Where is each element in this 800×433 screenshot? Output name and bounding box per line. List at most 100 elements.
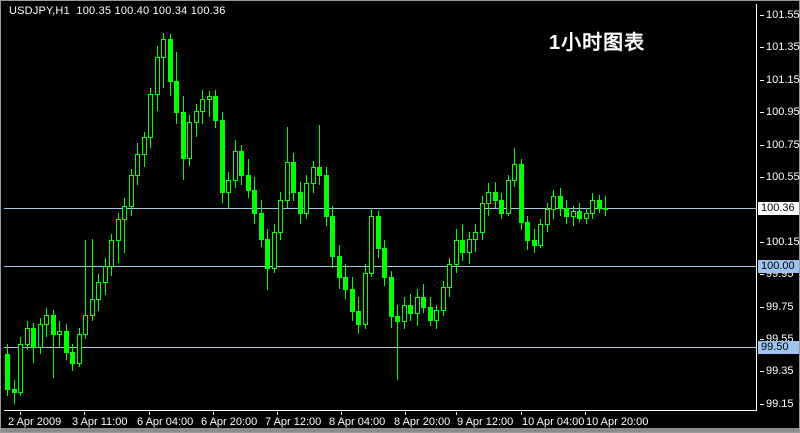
candle-body-bull (480, 203, 485, 233)
candle-body-bull (454, 240, 459, 265)
candle-body-bull (226, 180, 231, 193)
price-tick-label: 101.35 (766, 41, 800, 53)
candle-body-bear (525, 222, 530, 241)
price-tick-mark (760, 242, 764, 243)
price-tick-label: 99.75 (766, 301, 794, 313)
candle-body-bear (259, 213, 264, 240)
time-axis-label: 9 Apr 12:00 (457, 416, 514, 428)
candle-body-bull (233, 151, 238, 181)
time-tick-mark (84, 412, 85, 415)
candle-body-bear (428, 307, 433, 321)
price-tick-mark (760, 112, 764, 113)
price-tick-label: 100.55 (766, 171, 800, 183)
candle-body-bull (486, 192, 491, 204)
window-bottom-border (1, 428, 799, 432)
price-tick-mark (760, 307, 764, 308)
time-tick-mark (20, 412, 21, 415)
price-tick-label: 99.35 (766, 365, 794, 377)
candle-body-bull (109, 240, 114, 267)
candle-body-bear (460, 240, 465, 253)
price-tick-label: 100.95 (766, 106, 800, 118)
candle-body-bear (493, 192, 498, 201)
candle-body-bull (363, 273, 368, 325)
time-tick-mark (456, 412, 457, 415)
chart-title-ohlc: USDJPY,H1 100.35 100.40 100.34 100.36 (9, 5, 226, 17)
candle-body-bear (70, 352, 75, 364)
price-tick-label: 99.15 (766, 398, 794, 410)
price-tick-mark (760, 177, 764, 178)
candle-body-bull (512, 164, 517, 181)
candle-body-bear (239, 151, 244, 176)
candle-body-bear (246, 175, 251, 191)
candle-body-bear (174, 81, 179, 113)
candle-body-bear (577, 211, 582, 219)
candle-body-bull (116, 219, 121, 241)
time-axis-label: 8 Apr 04:00 (329, 416, 386, 428)
candle-body-bear (564, 208, 569, 217)
candle-body-bear (382, 248, 387, 278)
candle-body-bull (155, 57, 160, 95)
price-tick-mark (760, 80, 764, 81)
candle-body-bear (220, 120, 225, 193)
candle-body-bull (38, 324, 43, 348)
price-tick-label: 100.75 (766, 139, 800, 151)
candle-body-bull (467, 239, 472, 253)
candle-body-bull (272, 232, 277, 269)
candle-body-bull (161, 39, 166, 58)
candle-body-bear (31, 328, 36, 348)
candle-body-bull (551, 196, 556, 210)
candle-body-bear (558, 196, 563, 209)
price-tick-mark (760, 371, 764, 372)
time-tick-mark (149, 412, 150, 415)
candle-body-bear (343, 277, 348, 290)
candle-body-bull (142, 137, 147, 155)
candle-body-bear (213, 96, 218, 121)
candle-body-bear (408, 305, 413, 314)
price-tick-mark (760, 47, 764, 48)
candle-body-bull (83, 315, 88, 335)
current-price-label: 100.36 (758, 202, 799, 215)
price-tick-label: 100.15 (766, 236, 800, 248)
candle-body-bull (96, 282, 101, 300)
candle-body-bull (135, 154, 140, 176)
time-axis-label: 10 Apr 04:00 (522, 416, 585, 428)
candle-body-bull (584, 213, 589, 219)
price-tick-mark (760, 339, 764, 340)
level-price-label: 100.00 (758, 260, 799, 273)
candle-body-bull (200, 99, 205, 112)
candle-body-bull (194, 111, 199, 123)
time-tick-mark (405, 412, 406, 415)
candle-body-bear (64, 331, 69, 353)
candle-body-bull (18, 344, 23, 393)
candle-body-bull (545, 209, 550, 225)
candle-body-bear (5, 354, 10, 390)
candle-body-bear (317, 167, 322, 176)
chart-plot-area[interactable] (4, 4, 757, 411)
candle-body-bear (298, 192, 303, 214)
candle-body-bull (25, 328, 30, 345)
level-price-label: 99.50 (758, 341, 799, 354)
price-axis[interactable]: 101.55 101.35 101.15 100.95 100.75 100.55 100.… (758, 1, 800, 412)
candle-body-bear (291, 162, 296, 193)
time-tick-mark (213, 412, 214, 415)
price-tick-mark (760, 15, 764, 16)
candle-body-bull (590, 200, 595, 214)
candle-body-bull (148, 94, 153, 138)
price-tick-label: 101.55 (766, 9, 800, 21)
candle-body-bear (181, 112, 186, 159)
candle-body-bear (356, 311, 361, 325)
candle-body-bull (415, 297, 420, 314)
candle-body-bull (44, 315, 49, 325)
candle-body-bear (330, 216, 335, 257)
candle-body-bear (350, 289, 355, 312)
price-tick-mark (760, 404, 764, 405)
candle-body-bull (538, 224, 543, 246)
candle-body-bear (376, 216, 381, 249)
chart-annotation-text: 1小时图表 (549, 32, 646, 54)
price-tick-label: 101.15 (766, 74, 800, 86)
candle-body-bear (395, 316, 400, 322)
time-axis-label: 7 Apr 12:00 (265, 416, 322, 428)
candle-body-bear (51, 315, 56, 335)
time-axis[interactable]: 2 Apr 2009 3 Apr 11:00 6 Apr 04:00 6 Apr 20… (4, 412, 757, 430)
candle-body-bull (434, 310, 439, 321)
